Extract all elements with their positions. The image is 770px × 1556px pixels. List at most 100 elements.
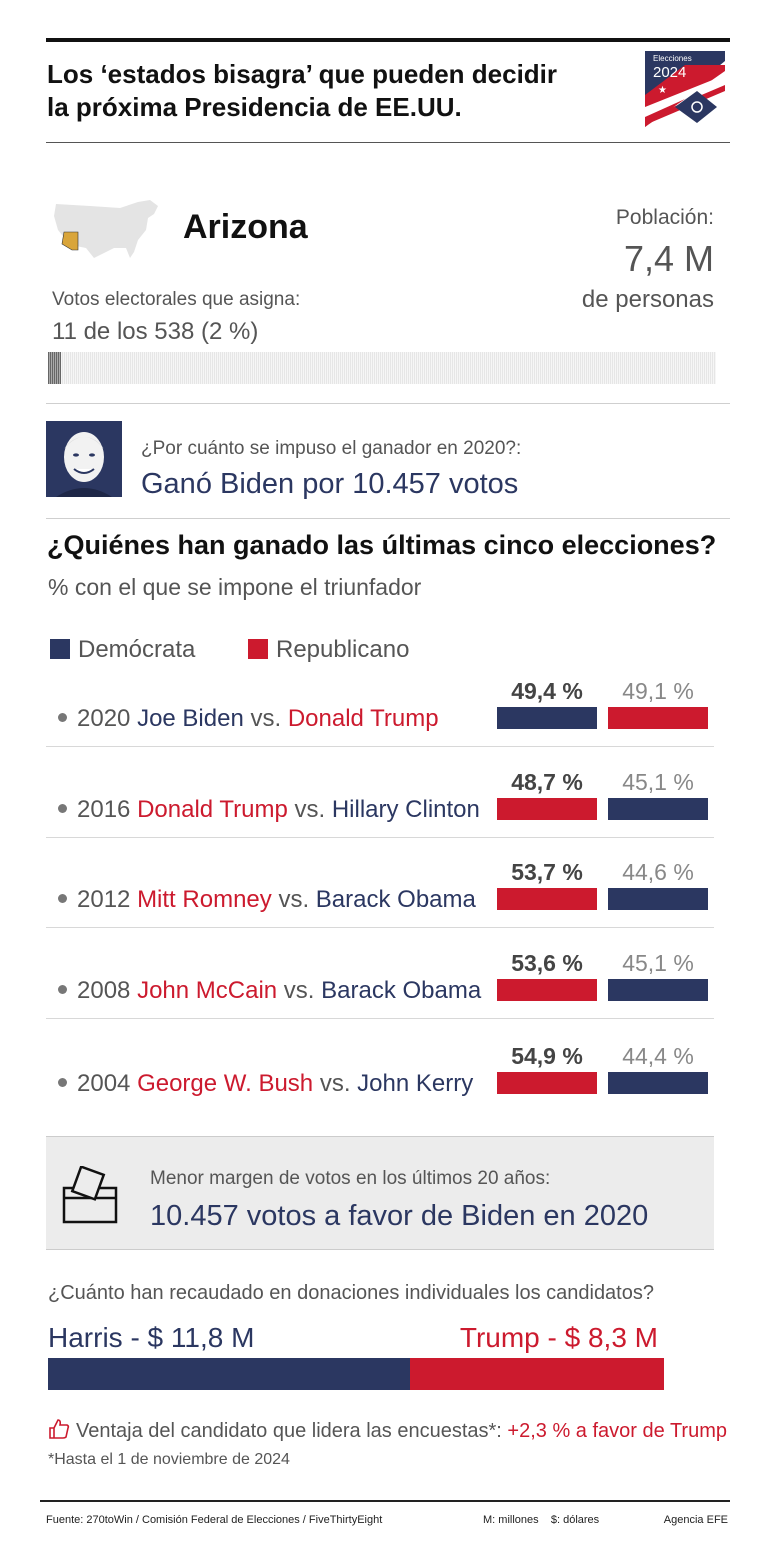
winner-2020-question: ¿Por cuánto se impuso el ganador en 2020… xyxy=(141,438,522,459)
vs-label: vs. xyxy=(294,796,326,823)
winner-pct: 53,6 % xyxy=(511,950,583,976)
bullet-icon xyxy=(58,894,67,904)
footer-rule xyxy=(40,1500,730,1502)
legend-dem-swatch xyxy=(50,639,70,659)
bullet-icon xyxy=(58,713,67,723)
margin-label: Menor margen de votos en los últimos 20 … xyxy=(150,1168,551,1189)
winner-name: Mitt Romney xyxy=(137,886,272,913)
elections-logo: ★ Elecciones 2024 xyxy=(645,51,725,127)
trump-donations-bar xyxy=(410,1358,664,1390)
vs-label: vs. xyxy=(319,1070,351,1097)
winner-bar xyxy=(497,707,597,729)
election-year: 2020 xyxy=(77,705,131,732)
polls-value: +2,3 % a favor de Trump xyxy=(507,1420,727,1442)
winner-bar xyxy=(497,1072,597,1094)
election-year: 2016 xyxy=(77,796,131,823)
loser-name: Barack Obama xyxy=(321,977,482,1004)
divider-1 xyxy=(46,403,730,404)
election-row: 2004 George W. Bush vs. John Kerry xyxy=(58,1070,473,1098)
loser-name: Donald Trump xyxy=(287,705,439,732)
loser-pct: 49,1 % xyxy=(622,678,694,704)
biden-portrait xyxy=(46,421,122,497)
polls-note: *Hasta el 1 de noviembre de 2024 xyxy=(48,1451,290,1468)
row-divider xyxy=(46,837,714,838)
population-label: Población: xyxy=(615,206,714,229)
winner-name: Donald Trump xyxy=(137,796,288,823)
history-title: ¿Quiénes han ganado las últimas cinco el… xyxy=(47,530,717,560)
footer-source: Fuente: 270toWin / Comisión Federal de E… xyxy=(46,1514,383,1526)
logo-year: 2024 xyxy=(653,64,687,81)
loser-name: Hillary Clinton xyxy=(331,796,480,823)
row-divider xyxy=(46,1018,714,1019)
trump-donations-label: Trump - $ 8,3 M xyxy=(459,1322,658,1353)
election-row: 2012 Mitt Romney vs. Barack Obama xyxy=(58,886,476,914)
election-year: 2008 xyxy=(77,977,131,1004)
electoral-votes-value: 11 de los 538 (2 %) xyxy=(52,318,259,345)
winner-name: George W. Bush xyxy=(137,1070,314,1097)
margin-value: 10.457 votos a favor de Biden en 2020 xyxy=(150,1200,649,1232)
winner-name: John McCain xyxy=(137,977,278,1004)
harris-donations-bar xyxy=(48,1358,410,1390)
loser-name: John Kerry xyxy=(357,1070,474,1097)
loser-pct: 44,4 % xyxy=(622,1043,694,1069)
bullet-icon xyxy=(58,804,67,814)
margin-box xyxy=(46,1136,714,1250)
footer-agency: Agencia EFE xyxy=(663,1514,728,1526)
population-unit: de personas xyxy=(581,286,714,313)
loser-bar xyxy=(608,1072,708,1094)
election-row: 2016 Donald Trump vs. Hillary Clinton xyxy=(58,796,480,824)
legend-rep-label: Republicano xyxy=(276,636,410,663)
loser-bar xyxy=(608,707,708,729)
winner-pct: 54,9 % xyxy=(511,1043,583,1069)
election-year: 2004 xyxy=(77,1070,131,1097)
vs-label: vs. xyxy=(278,886,310,913)
loser-bar xyxy=(608,798,708,820)
history-subtitle: % con el que se impone el triunfador xyxy=(48,574,422,600)
winner-name: Joe Biden xyxy=(137,705,244,732)
winner-pct: 49,4 % xyxy=(511,678,583,704)
winner-pct: 53,7 % xyxy=(511,859,583,885)
row-divider xyxy=(46,746,714,747)
loser-bar xyxy=(608,979,708,1001)
harris-donations-label: Harris - $ 11,8 M xyxy=(48,1322,255,1353)
donations-question: ¿Cuánto han recaudado en donaciones indi… xyxy=(48,1282,654,1304)
divider-2 xyxy=(46,518,730,519)
thumbs-up-icon xyxy=(48,1418,70,1446)
loser-pct: 45,1 % xyxy=(622,769,694,795)
election-row: 2008 John McCain vs. Barack Obama xyxy=(58,977,481,1005)
vs-label: vs. xyxy=(283,977,315,1004)
svg-text:★: ★ xyxy=(658,85,667,96)
electoral-votes-fill xyxy=(48,352,61,384)
logo-caption: Elecciones xyxy=(653,54,692,63)
ballot-box-icon xyxy=(62,1165,118,1229)
loser-name: Barack Obama xyxy=(315,886,476,913)
election-year: 2012 xyxy=(77,886,131,913)
electoral-votes-track xyxy=(48,352,716,384)
legend-dem: Demócrata xyxy=(50,636,195,664)
legend-rep: Republicano xyxy=(248,636,409,664)
polls-line: Ventaja del candidato que lidera las enc… xyxy=(48,1418,727,1446)
page-title: Los ‘estados bisagra’ que pueden decidir… xyxy=(47,58,557,124)
header-rule xyxy=(46,142,730,143)
winner-pct: 48,7 % xyxy=(511,769,583,795)
winner-bar xyxy=(497,888,597,910)
winner-bar xyxy=(497,798,597,820)
polls-label: Ventaja del candidato que lidera las enc… xyxy=(76,1420,502,1442)
bullet-icon xyxy=(58,985,67,995)
legend-dem-label: Demócrata xyxy=(78,636,196,663)
electoral-votes-label: Votos electorales que asigna: xyxy=(52,289,301,310)
bullet-icon xyxy=(58,1078,67,1088)
row-divider xyxy=(46,927,714,928)
vs-label: vs. xyxy=(250,705,282,732)
loser-pct: 44,6 % xyxy=(622,859,694,885)
state-name: Arizona xyxy=(183,208,308,246)
usa-map-icon xyxy=(50,196,162,271)
winner-2020-answer: Ganó Biden por 10.457 votos xyxy=(141,468,519,500)
page-title-line1: Los ‘estados bisagra’ que pueden decidir xyxy=(47,59,558,89)
election-row: 2020 Joe Biden vs. Donald Trump xyxy=(58,705,439,733)
loser-pct: 45,1 % xyxy=(622,950,694,976)
legend-rep-swatch xyxy=(248,639,268,659)
loser-bar xyxy=(608,888,708,910)
population-value: 7,4 M xyxy=(623,238,714,279)
page-title-line2: la próxima Presidencia de EE.UU. xyxy=(47,92,462,122)
